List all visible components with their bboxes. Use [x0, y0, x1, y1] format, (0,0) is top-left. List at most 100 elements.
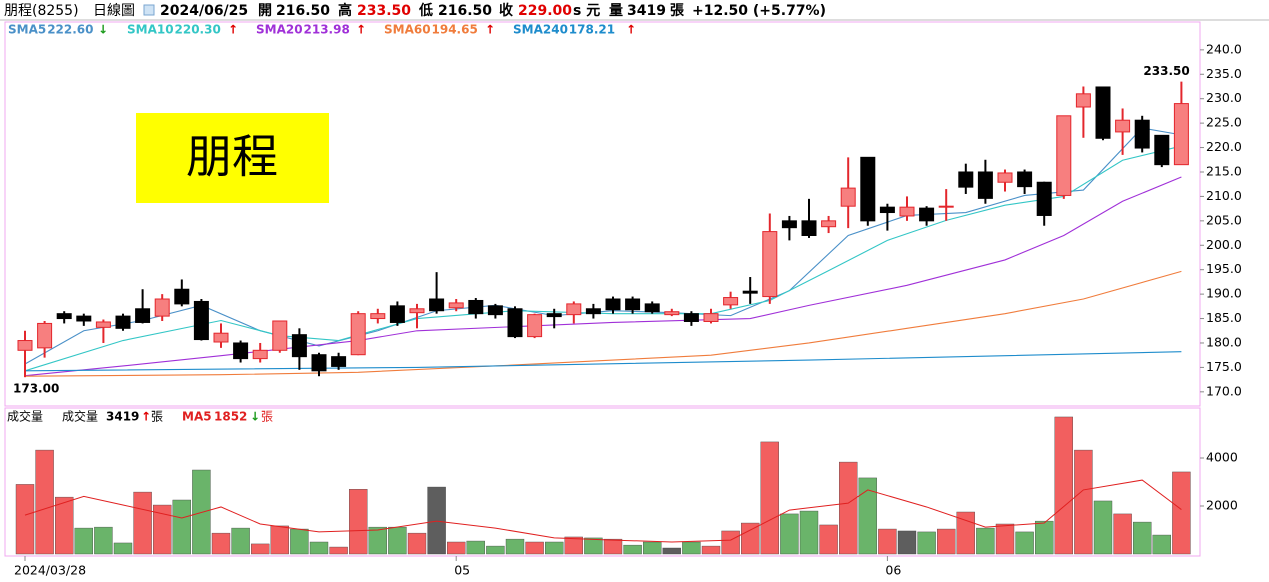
candle-body	[997, 172, 1013, 183]
volume-bar	[94, 526, 113, 555]
y-tick-label: 215.0	[1206, 163, 1242, 178]
stock-name: 朋程(8255)	[4, 3, 79, 19]
volume-bar	[545, 541, 564, 555]
candle-body	[546, 313, 562, 318]
volume-bar	[819, 524, 838, 555]
candle-body	[56, 313, 72, 320]
volume-bar	[1132, 521, 1152, 555]
volume-bar	[1093, 500, 1113, 555]
volume-bar	[780, 513, 799, 555]
candle-body	[213, 332, 229, 343]
y-tick-label: 180.0	[1206, 334, 1242, 349]
header-bar	[0, 0, 1269, 20]
legend-name: SMA240	[513, 23, 568, 37]
legend-name: MA5	[182, 410, 212, 424]
candle-body	[1075, 93, 1091, 108]
candle-body	[115, 315, 131, 329]
volume-bar	[760, 441, 779, 555]
candle-body	[331, 356, 347, 367]
legend-value: 1852	[214, 410, 247, 424]
candle-body	[154, 298, 170, 317]
candle-body	[938, 205, 954, 208]
close: 229.00	[518, 3, 572, 19]
volume-bar	[839, 461, 858, 555]
candle-body	[1173, 103, 1189, 166]
price-panel	[4, 21, 1201, 407]
candle-body	[585, 308, 601, 315]
candle-body	[958, 171, 974, 188]
legend-trend: ↑	[626, 23, 636, 37]
volume-bar	[486, 545, 505, 555]
candle-body	[174, 288, 190, 305]
watermark: 朋程	[186, 130, 278, 184]
legend-name: SMA20	[256, 23, 303, 37]
candle-body	[291, 334, 307, 358]
candle-body	[703, 313, 719, 322]
volume-bar	[231, 527, 250, 555]
dropdown-icon[interactable]	[143, 4, 155, 16]
legend-unit: 張	[261, 410, 273, 424]
candle-body	[448, 302, 464, 309]
open: 216.50	[276, 3, 330, 19]
legend-trend: ↑	[228, 23, 238, 37]
volume-bar	[211, 532, 231, 555]
legend-trend: ↓	[98, 23, 108, 37]
volume-bar	[995, 523, 1015, 555]
candle-body	[527, 314, 543, 338]
candle-body	[389, 305, 405, 323]
volume-bar	[662, 547, 681, 555]
candle-body	[37, 322, 53, 349]
panel-title: 成交量	[7, 409, 43, 424]
volume-bar	[721, 530, 740, 555]
volume-bar	[1015, 531, 1034, 555]
volume-bar	[329, 546, 348, 555]
candle-body	[723, 297, 739, 306]
volume-bar	[368, 526, 387, 555]
min-label: 173.00	[13, 382, 59, 396]
volume-bar	[349, 489, 368, 555]
volume-bar	[466, 540, 485, 555]
candle-body	[17, 340, 33, 351]
y-tick-label: 205.0	[1206, 212, 1242, 227]
x-tick-label: 06	[885, 563, 901, 578]
y-tick-label: 175.0	[1206, 359, 1242, 374]
candle-body	[860, 156, 876, 222]
volume-bar	[1113, 513, 1132, 555]
y-tick-label: 185.0	[1206, 310, 1242, 325]
legend-value: 220.30	[175, 23, 221, 37]
legend-name: 成交量	[62, 409, 98, 424]
candle-body	[1095, 86, 1111, 139]
candle-body	[468, 299, 484, 315]
high: 233.50	[357, 3, 411, 19]
legend-name: SMA5	[8, 23, 46, 37]
low: 216.50	[438, 3, 492, 19]
volume-bar	[799, 510, 819, 555]
volume-bar	[1152, 534, 1172, 555]
candle-body	[272, 320, 288, 351]
sma-line	[24, 176, 1182, 377]
volume-panel	[4, 407, 1201, 557]
volume-bar	[55, 496, 74, 555]
legend-unit: 張	[151, 410, 163, 424]
y-tick-label: 210.0	[1206, 188, 1242, 203]
close-label: 收	[499, 2, 514, 19]
volume-bar	[741, 522, 760, 555]
x-tick-label: 2024/03/28	[14, 563, 86, 578]
candle-body	[76, 315, 92, 322]
candle-body	[1036, 181, 1052, 216]
volume-bar	[1172, 471, 1191, 555]
candle-body	[919, 207, 935, 222]
volume-bar	[701, 545, 721, 555]
low-label: 低	[418, 2, 433, 19]
volume-bar	[956, 511, 975, 555]
volume-bar	[525, 541, 544, 555]
volume-bar	[172, 499, 192, 555]
candle-body	[566, 303, 582, 316]
y-tick-label: 195.0	[1206, 261, 1242, 276]
volume-bar	[937, 528, 956, 555]
candle-body	[370, 313, 386, 320]
volume-bar	[270, 525, 289, 555]
volume-bar	[427, 486, 446, 555]
volume-bar	[447, 541, 466, 555]
y-tick-label: 190.0	[1206, 286, 1242, 301]
